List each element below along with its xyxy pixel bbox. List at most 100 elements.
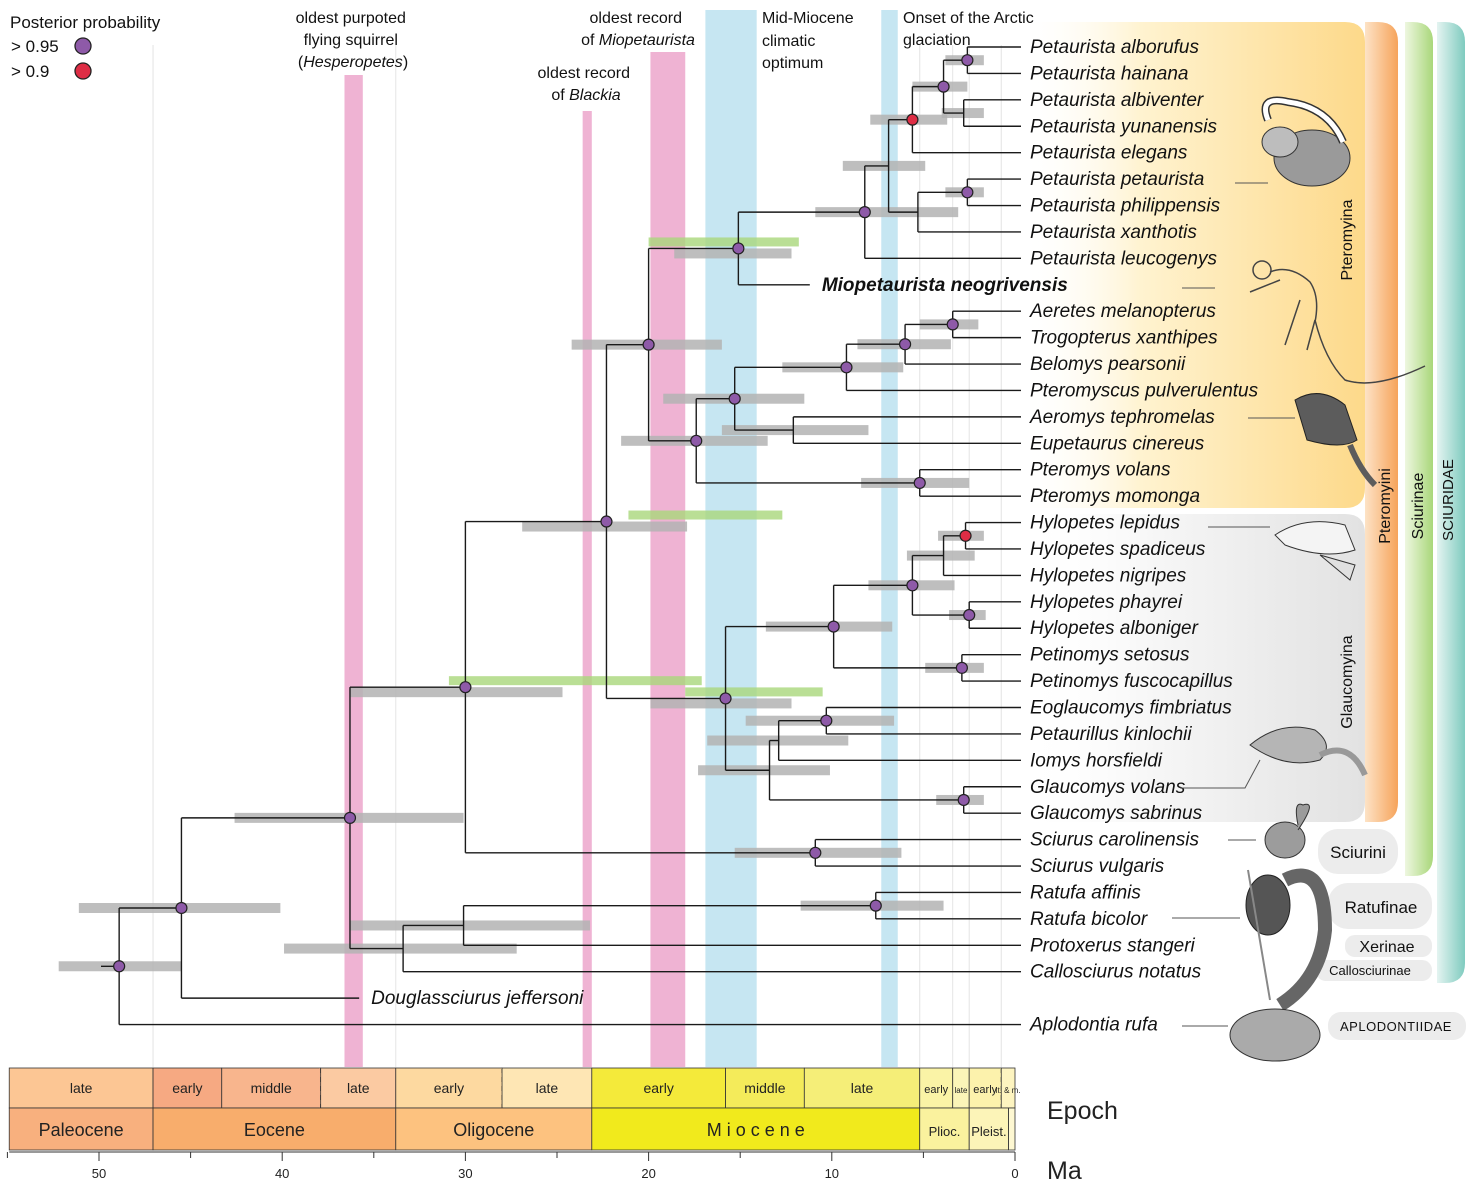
- tip-label: Eupetaurus cinereus: [1030, 433, 1205, 454]
- legend-marker-purple-icon: [74, 37, 92, 55]
- tip-label: Petaurillus kinlochii: [1030, 724, 1192, 745]
- tip-label: Petaurista leucogenys: [1030, 248, 1217, 269]
- epoch-cell: [919, 1107, 970, 1151]
- tip-label: Ratufa affinis: [1030, 882, 1141, 903]
- legend-marker-red-icon: [74, 62, 92, 80]
- stage-label: lt. & m.: [996, 1086, 1021, 1095]
- stage-label: late: [536, 1080, 559, 1096]
- node-posterior-marker: [898, 338, 912, 351]
- hpd-bar: [650, 698, 792, 709]
- node-posterior-marker: [858, 206, 871, 219]
- epoch-label: Plioc.: [929, 1124, 961, 1139]
- tip-label: Glaucomys sabrinus: [1030, 803, 1203, 824]
- clade-label-sciuridae: Sciuridae: [1440, 459, 1457, 541]
- stage-cell: [968, 1067, 1002, 1109]
- tip-label: Protoxerus stangeri: [1030, 935, 1196, 956]
- annotation-arctic-glaciation: Onset of the Arctic glaciation: [903, 10, 1038, 49]
- stage-label: late: [851, 1080, 874, 1096]
- stage-label: late: [347, 1080, 370, 1096]
- epoch-cell: [395, 1107, 593, 1151]
- annotation-mid-miocene-climatic-optimum: Mid-Miocene climatic optimum: [762, 10, 858, 72]
- node-posterior-marker: [820, 714, 833, 727]
- tip-label: Pteromys volans: [1030, 460, 1171, 481]
- epoch-cell: [1008, 1107, 1016, 1151]
- stage-label: early: [172, 1080, 202, 1096]
- tip-label: Hylopetes phayrei: [1030, 592, 1183, 613]
- petaurista-illustration: [1261, 96, 1351, 187]
- node-posterior-marker: [906, 579, 919, 592]
- aplodontia-illustration: [1229, 1008, 1321, 1062]
- stage-label: early: [434, 1080, 464, 1096]
- epoch-label: Pleist.: [971, 1124, 1006, 1139]
- axis-tick-label: 0: [1011, 1166, 1018, 1181]
- tip-label: Hylopetes nigripes: [1030, 565, 1187, 586]
- axis-tick-label: 20: [641, 1166, 655, 1181]
- node-posterior-marker: [959, 529, 972, 542]
- axis-tick-label: 40: [275, 1166, 289, 1181]
- clade-pill-ratufinae: [1328, 883, 1432, 929]
- epoch-label: Paleocene: [39, 1120, 124, 1140]
- clade-band-sciuridae: [1437, 22, 1465, 983]
- geologic-timescale: late early middle late early late early middle l…: [6, 1067, 1021, 1181]
- tip-label: Hylopetes alboniger: [1030, 618, 1199, 639]
- branches: [101, 46, 1021, 1026]
- gridlines: [152, 45, 1002, 1067]
- fossil-event-band: [582, 111, 592, 1067]
- node-posterior-marker: [961, 186, 974, 199]
- tip-label: Sciurus carolinensis: [1030, 830, 1199, 851]
- epoch-row-label: Epoch: [1047, 1097, 1118, 1125]
- tip-label: Hylopetes lepidus: [1030, 513, 1180, 534]
- leader-line: [1180, 759, 1261, 789]
- node-posterior-marker: [827, 620, 840, 633]
- node-posterior-marker: [906, 113, 919, 126]
- hpd-bar-alternative: [628, 510, 783, 520]
- node-posterior-marker: [946, 318, 959, 331]
- tip-label: Petinomys fuscocapillus: [1030, 671, 1233, 692]
- clade-label-glaucomyina: Glaucomyina: [1339, 635, 1356, 728]
- stage-cell: [803, 1067, 921, 1109]
- axis-tick-label: 10: [825, 1166, 839, 1181]
- tip-label: Pteromys momonga: [1030, 486, 1200, 507]
- clade-label-pteromyina: Pteromyina: [1339, 199, 1356, 280]
- tip-label: Petaurista philippensis: [1030, 196, 1221, 217]
- clade-band-sciurinae: [1405, 22, 1433, 876]
- node-posterior-marker: [937, 80, 950, 93]
- stage-cell: [395, 1067, 503, 1109]
- tip-label: Sciurus vulgaris: [1030, 856, 1165, 877]
- hpd-bar-alternative: [648, 237, 799, 247]
- hpd-bar: [721, 425, 869, 436]
- aeromys-illustration: [1294, 393, 1378, 488]
- node-posterior-marker: [719, 692, 732, 705]
- tip-label: Petaurista xanthotis: [1030, 222, 1197, 243]
- node-posterior-marker: [957, 793, 970, 807]
- clade-label-sciurinae: Sciurinae: [1410, 473, 1427, 540]
- tip-label: Petaurista hainana: [1030, 63, 1188, 84]
- legend: Posterior probability > 0.95 > 0.9: [10, 13, 161, 81]
- miopetaurista-skeleton-illustration: [1249, 260, 1426, 384]
- annotation-blackia: oldest record of Blackia: [538, 65, 635, 104]
- clade-label-xerinae: Xerinae: [1359, 939, 1414, 956]
- clade-label-ratufinae: Ratufinae: [1345, 898, 1418, 917]
- stage-label: middle: [744, 1080, 785, 1096]
- hpd-bar: [674, 248, 792, 259]
- hpd-bar: [349, 687, 563, 698]
- tip-label: Hylopetes spadiceus: [1030, 539, 1206, 560]
- node-posterior-marker: [961, 54, 974, 67]
- stage-label: early: [924, 1084, 948, 1096]
- legend-title: Posterior probability: [10, 13, 161, 32]
- clade-pill-callosciurinae: [1316, 960, 1432, 981]
- node-posterior-marker: [955, 661, 968, 674]
- axis-tick-label: 50: [92, 1166, 106, 1181]
- tip-label: Petaurista albiventer: [1030, 90, 1204, 111]
- tip-label: Petaurista yunanensis: [1030, 116, 1217, 137]
- tip-label: Eoglaucomys fimbriatus: [1030, 698, 1232, 719]
- tip-label: Callosciurus notatus: [1030, 962, 1202, 983]
- leader-lines: [1172, 182, 1295, 1027]
- fossil-event-band: [650, 52, 686, 1067]
- hpd-bars: [58, 55, 986, 972]
- node-markers: [113, 54, 976, 973]
- tip-label: Trogopterus xanthipes: [1030, 328, 1218, 349]
- hylopetes-illustration: [1274, 521, 1356, 581]
- epoch-cell: [591, 1107, 921, 1151]
